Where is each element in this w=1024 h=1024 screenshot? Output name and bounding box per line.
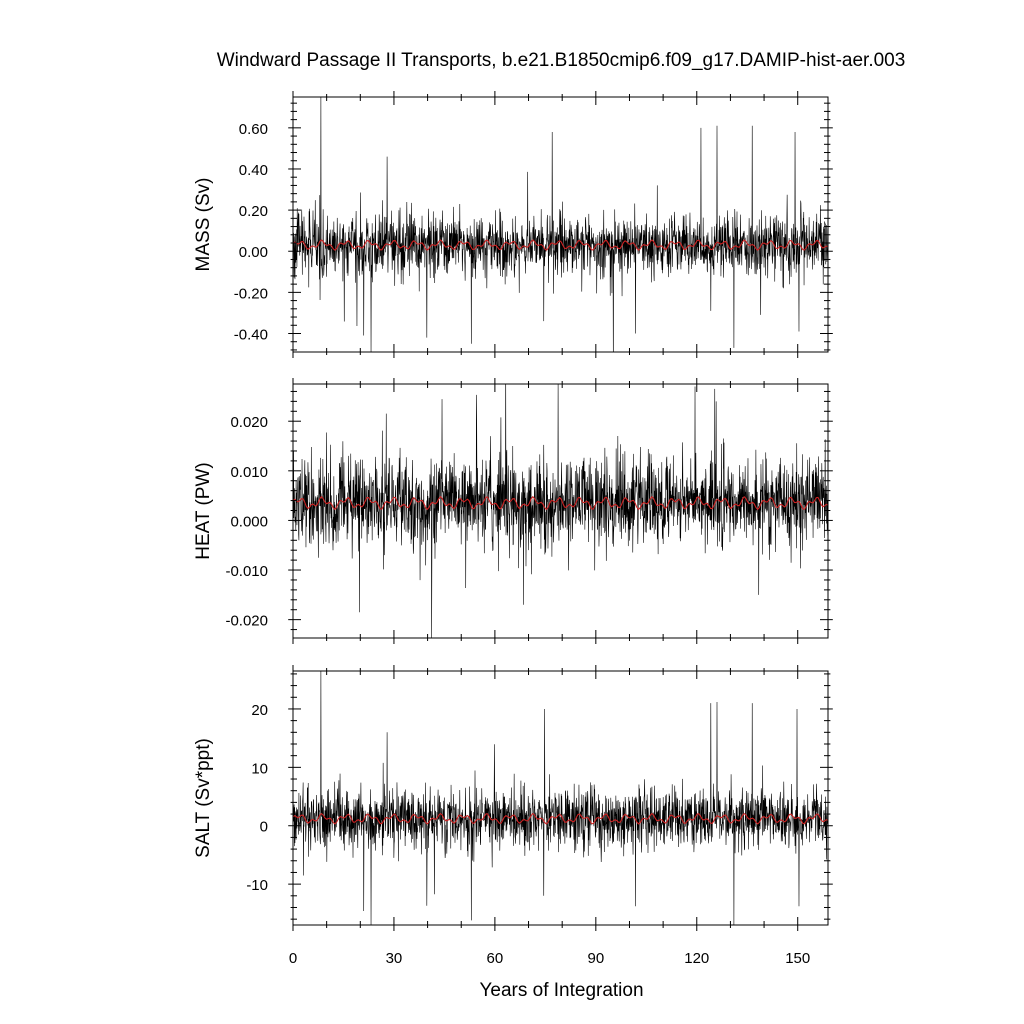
figure-title: Windward Passage II Transports, b.e21.B1… — [217, 50, 906, 71]
salt-x-tick-label: 150 — [785, 950, 810, 967]
heat-y-axis-label: HEAT (PW) — [193, 462, 214, 559]
salt-x-tick-label: 30 — [386, 950, 403, 967]
salt-y-tick-label: 0 — [260, 819, 268, 836]
salt-x-tick-label: 60 — [487, 950, 504, 967]
mass-y-tick-label: 0.20 — [239, 203, 268, 220]
salt-panel: -10 0 10 20 SALT (Sv*ppt) 0 30 60 90 120 150 Years … — [193, 665, 833, 1001]
mass-y-axis-label: MASS (Sv) — [193, 178, 214, 272]
salt-smoothed-series-line — [293, 812, 828, 825]
heat-raw-series-line — [293, 384, 828, 638]
salt-y-tick-label: 10 — [251, 760, 268, 777]
heat-y-tick-label: -0.010 — [225, 563, 268, 580]
salt-x-tick-label: 120 — [684, 950, 709, 967]
mass-raw-series-line — [293, 97, 828, 352]
mass-smoothed-series-line — [293, 239, 828, 251]
salt-y-tick-label: 20 — [251, 702, 268, 719]
salt-x-tick-label: 0 — [289, 950, 297, 967]
salt-raw-series-line — [293, 671, 828, 925]
salt-y-axis-label: SALT (Sv*ppt) — [193, 738, 214, 858]
mass-plot-frame — [292, 96, 829, 353]
heat-y-tick-label: 0.010 — [230, 464, 268, 481]
salt-plot-frame — [292, 670, 829, 926]
mass-plot-area — [293, 97, 828, 352]
heat-panel: -0.020 -0.010 0.000 0.010 0.020 HEAT (PW) — [193, 378, 833, 644]
heat-plot-area — [293, 384, 828, 638]
salt-y-tick-label: -10 — [246, 877, 268, 894]
mass-y-tick-label: 0.40 — [239, 162, 268, 179]
mass-panel: -0.40 -0.20 0.00 0.20 0.40 0.60 MASS (Sv) — [193, 91, 833, 358]
salt-x-tick-label: 90 — [587, 950, 604, 967]
heat-y-tick-label: 0.000 — [230, 513, 268, 530]
mass-y-tick-label: 0.00 — [239, 244, 268, 261]
mass-y-tick-label: -0.40 — [234, 326, 268, 343]
heat-y-tick-label: -0.020 — [225, 613, 268, 630]
mass-y-tick-label: 0.60 — [239, 121, 268, 138]
salt-plot-area — [293, 671, 828, 925]
heat-y-tick-label: 0.020 — [230, 414, 268, 431]
mass-y-tick-label: -0.20 — [234, 285, 268, 302]
x-axis-label: Years of Integration — [479, 980, 643, 1001]
heat-smoothed-series-line — [293, 495, 828, 511]
